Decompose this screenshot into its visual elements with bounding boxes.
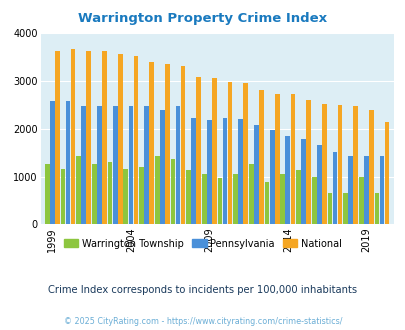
Bar	[269, 130, 274, 224]
Bar	[290, 94, 294, 224]
Bar	[347, 156, 352, 224]
Bar	[81, 106, 86, 224]
Bar	[374, 193, 378, 224]
Bar	[175, 106, 180, 224]
Bar	[280, 174, 284, 224]
Bar	[211, 79, 216, 224]
Text: Warrington Property Crime Index: Warrington Property Crime Index	[78, 12, 327, 24]
Bar	[170, 159, 175, 224]
Bar	[186, 170, 190, 224]
Bar	[254, 125, 258, 224]
Bar	[60, 169, 65, 224]
Bar	[154, 156, 159, 224]
Bar	[295, 170, 300, 224]
Bar	[332, 152, 337, 224]
Bar	[258, 90, 263, 224]
Bar	[248, 164, 253, 224]
Bar	[160, 110, 164, 224]
Bar	[164, 64, 169, 224]
Bar	[337, 105, 341, 224]
Bar	[76, 156, 81, 224]
Text: © 2025 CityRating.com - https://www.cityrating.com/crime-statistics/: © 2025 CityRating.com - https://www.city…	[64, 317, 341, 326]
Bar	[379, 156, 384, 224]
Bar	[301, 139, 305, 224]
Bar	[243, 83, 247, 224]
Bar	[285, 136, 290, 224]
Bar	[358, 177, 363, 224]
Bar	[97, 106, 102, 224]
Bar	[149, 62, 153, 224]
Bar	[363, 156, 368, 224]
Bar	[92, 164, 96, 224]
Bar	[180, 67, 185, 224]
Bar	[352, 106, 357, 224]
Bar	[368, 110, 373, 224]
Bar	[144, 106, 149, 224]
Bar	[70, 49, 75, 224]
Bar	[264, 182, 269, 224]
Bar	[384, 122, 388, 224]
Bar	[316, 145, 321, 224]
Bar	[327, 193, 331, 224]
Legend: Warrington Township, Pennsylvania, National: Warrington Township, Pennsylvania, Natio…	[60, 235, 345, 252]
Bar	[139, 167, 143, 224]
Bar	[123, 169, 128, 224]
Bar	[321, 104, 326, 224]
Bar	[133, 56, 138, 224]
Bar	[227, 82, 232, 224]
Bar	[66, 101, 70, 224]
Bar	[342, 193, 347, 224]
Bar	[201, 174, 206, 224]
Bar	[45, 164, 49, 224]
Bar	[191, 118, 196, 224]
Bar	[107, 162, 112, 224]
Bar	[86, 51, 91, 224]
Bar	[128, 106, 133, 224]
Bar	[222, 118, 227, 224]
Text: Crime Index corresponds to incidents per 100,000 inhabitants: Crime Index corresponds to incidents per…	[48, 285, 357, 295]
Bar	[102, 51, 107, 224]
Bar	[55, 51, 60, 224]
Bar	[305, 100, 310, 224]
Bar	[196, 77, 200, 224]
Bar	[311, 177, 316, 224]
Bar	[274, 94, 279, 224]
Bar	[217, 178, 222, 224]
Bar	[117, 54, 122, 224]
Bar	[233, 174, 237, 224]
Bar	[207, 119, 211, 224]
Bar	[113, 106, 117, 224]
Bar	[238, 119, 243, 224]
Bar	[50, 101, 55, 224]
